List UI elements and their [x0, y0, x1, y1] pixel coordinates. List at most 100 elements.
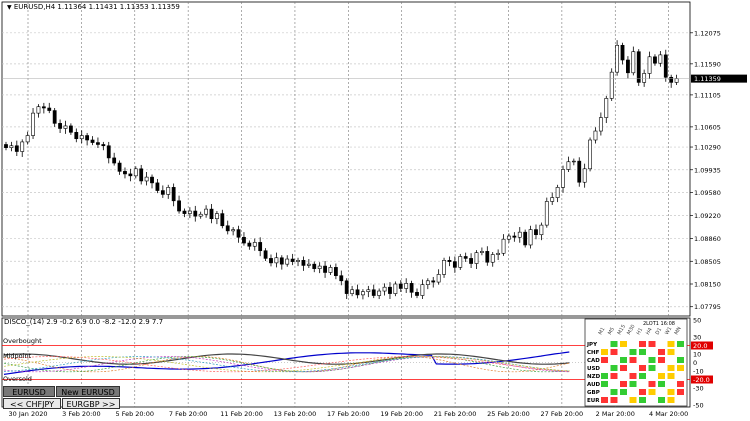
new-eurusd-button[interactable]: New EURUSD	[56, 386, 120, 397]
indicator-axis-label: 20.0	[693, 342, 707, 350]
heatmap-cell	[639, 341, 646, 347]
candle-body	[193, 210, 198, 217]
candle-body	[593, 130, 598, 141]
heatmap-timeframe-label: M30	[626, 324, 637, 336]
previous-pair-button[interactable]: << CHFJPY	[3, 398, 61, 409]
heatmap-currency-label: CAD	[587, 358, 600, 364]
heatmap-cell	[658, 349, 665, 355]
candle-body	[247, 242, 252, 247]
candle-body	[355, 289, 360, 296]
heatmap-cell	[620, 341, 627, 347]
candle-body	[333, 267, 338, 276]
time-label: 17 Feb 20:00	[327, 410, 370, 418]
candle-body	[361, 291, 365, 296]
candle-body	[398, 283, 403, 289]
candle-body	[615, 44, 620, 73]
candle-body	[139, 168, 144, 182]
heatmap-cell	[639, 365, 646, 371]
indicator-axis-label: 50	[693, 317, 701, 325]
price-frame	[1, 1, 691, 317]
price-grid	[1, 1, 691, 408]
time-label: 5 Feb 20:00	[116, 410, 155, 418]
candle-body	[52, 110, 57, 124]
heatmap-cell	[658, 397, 665, 403]
candle-body	[517, 231, 522, 238]
candle-body	[198, 213, 203, 217]
price-label: 1.08505	[694, 258, 721, 266]
heatmap-timeframe-label: M1	[598, 327, 607, 336]
heatmap-cell	[658, 373, 665, 379]
time-label: 3 Feb 20:00	[62, 410, 101, 418]
time-label: 25 Feb 20:00	[487, 410, 530, 418]
candle-body	[106, 145, 111, 159]
candle-body	[588, 139, 592, 170]
heatmap-cell	[610, 365, 618, 371]
heatmap-cell	[677, 341, 684, 347]
heatmap-cell	[648, 357, 656, 363]
next-pair-button[interactable]: EURGBP >>	[62, 398, 120, 409]
candle-body	[41, 106, 46, 109]
candle-body	[123, 171, 127, 175]
time-label: 7 Feb 20:00	[169, 410, 208, 418]
candle-body	[442, 260, 446, 275]
heatmap-cell	[667, 349, 675, 355]
indicator-series-line	[3, 356, 570, 373]
candle-body	[366, 289, 371, 292]
indicator-axis-label: -20.0	[693, 376, 710, 384]
candle-body	[571, 160, 576, 163]
heatmap-currency-label: EUR	[587, 398, 600, 404]
price-label: 1.10290	[694, 144, 721, 152]
candle-body	[620, 44, 625, 61]
heatmap-currency-label: USD	[587, 366, 600, 372]
price-label: 1.12075	[694, 29, 721, 37]
candle-body	[523, 231, 528, 246]
indicator-series-line	[3, 356, 570, 373]
candle-body	[598, 117, 603, 132]
candle-body	[507, 235, 511, 240]
heatmap-cell	[601, 373, 608, 379]
heatmap-cell	[610, 349, 618, 355]
eurusd-button[interactable]: EURUSD	[3, 386, 55, 397]
heatmap-cell	[639, 397, 646, 403]
indicator-axis-label: -50	[693, 402, 704, 410]
candle-body	[128, 173, 133, 177]
candle-body	[393, 283, 398, 294]
heatmap-cell	[648, 365, 656, 371]
symbol-label: EURUSD,H4	[13, 3, 56, 11]
price-label: 1.11105	[694, 91, 721, 99]
candle-body	[452, 261, 457, 268]
candle-body	[463, 256, 468, 259]
heatmap-cell	[677, 365, 684, 371]
price-label: 1.08860	[694, 235, 721, 243]
current-price-badge	[691, 74, 747, 83]
candle-body	[555, 187, 560, 198]
candle-body	[258, 242, 263, 252]
candle-body	[350, 289, 355, 294]
candle-body	[242, 236, 246, 244]
oversold-label: Oversold	[3, 375, 32, 383]
candles	[2, 40, 690, 300]
heatmap-cell	[629, 357, 637, 363]
candle-body	[550, 197, 555, 202]
heatmap-cell	[667, 341, 675, 347]
heatmap-currency-label: GBP	[587, 390, 600, 396]
indicator-series-line	[3, 356, 570, 373]
heatmap-cell	[677, 357, 684, 363]
price-axis: 1.12075 1.11590 1.11105 1.10605 1.10290 1.099…	[690, 29, 747, 311]
dropdown-triangle-icon[interactable]: ▼	[7, 4, 12, 11]
candle-body	[117, 162, 122, 172]
candle-body	[90, 139, 95, 143]
heatmap-cell	[648, 341, 656, 347]
candle-body	[79, 135, 84, 140]
overbought-label: Overbought	[3, 337, 42, 345]
candle-body	[68, 125, 73, 133]
candle-body	[31, 112, 35, 136]
candle-body	[409, 283, 414, 293]
candle-body	[63, 125, 68, 129]
candle-body	[528, 229, 533, 246]
candle-body	[490, 254, 495, 263]
